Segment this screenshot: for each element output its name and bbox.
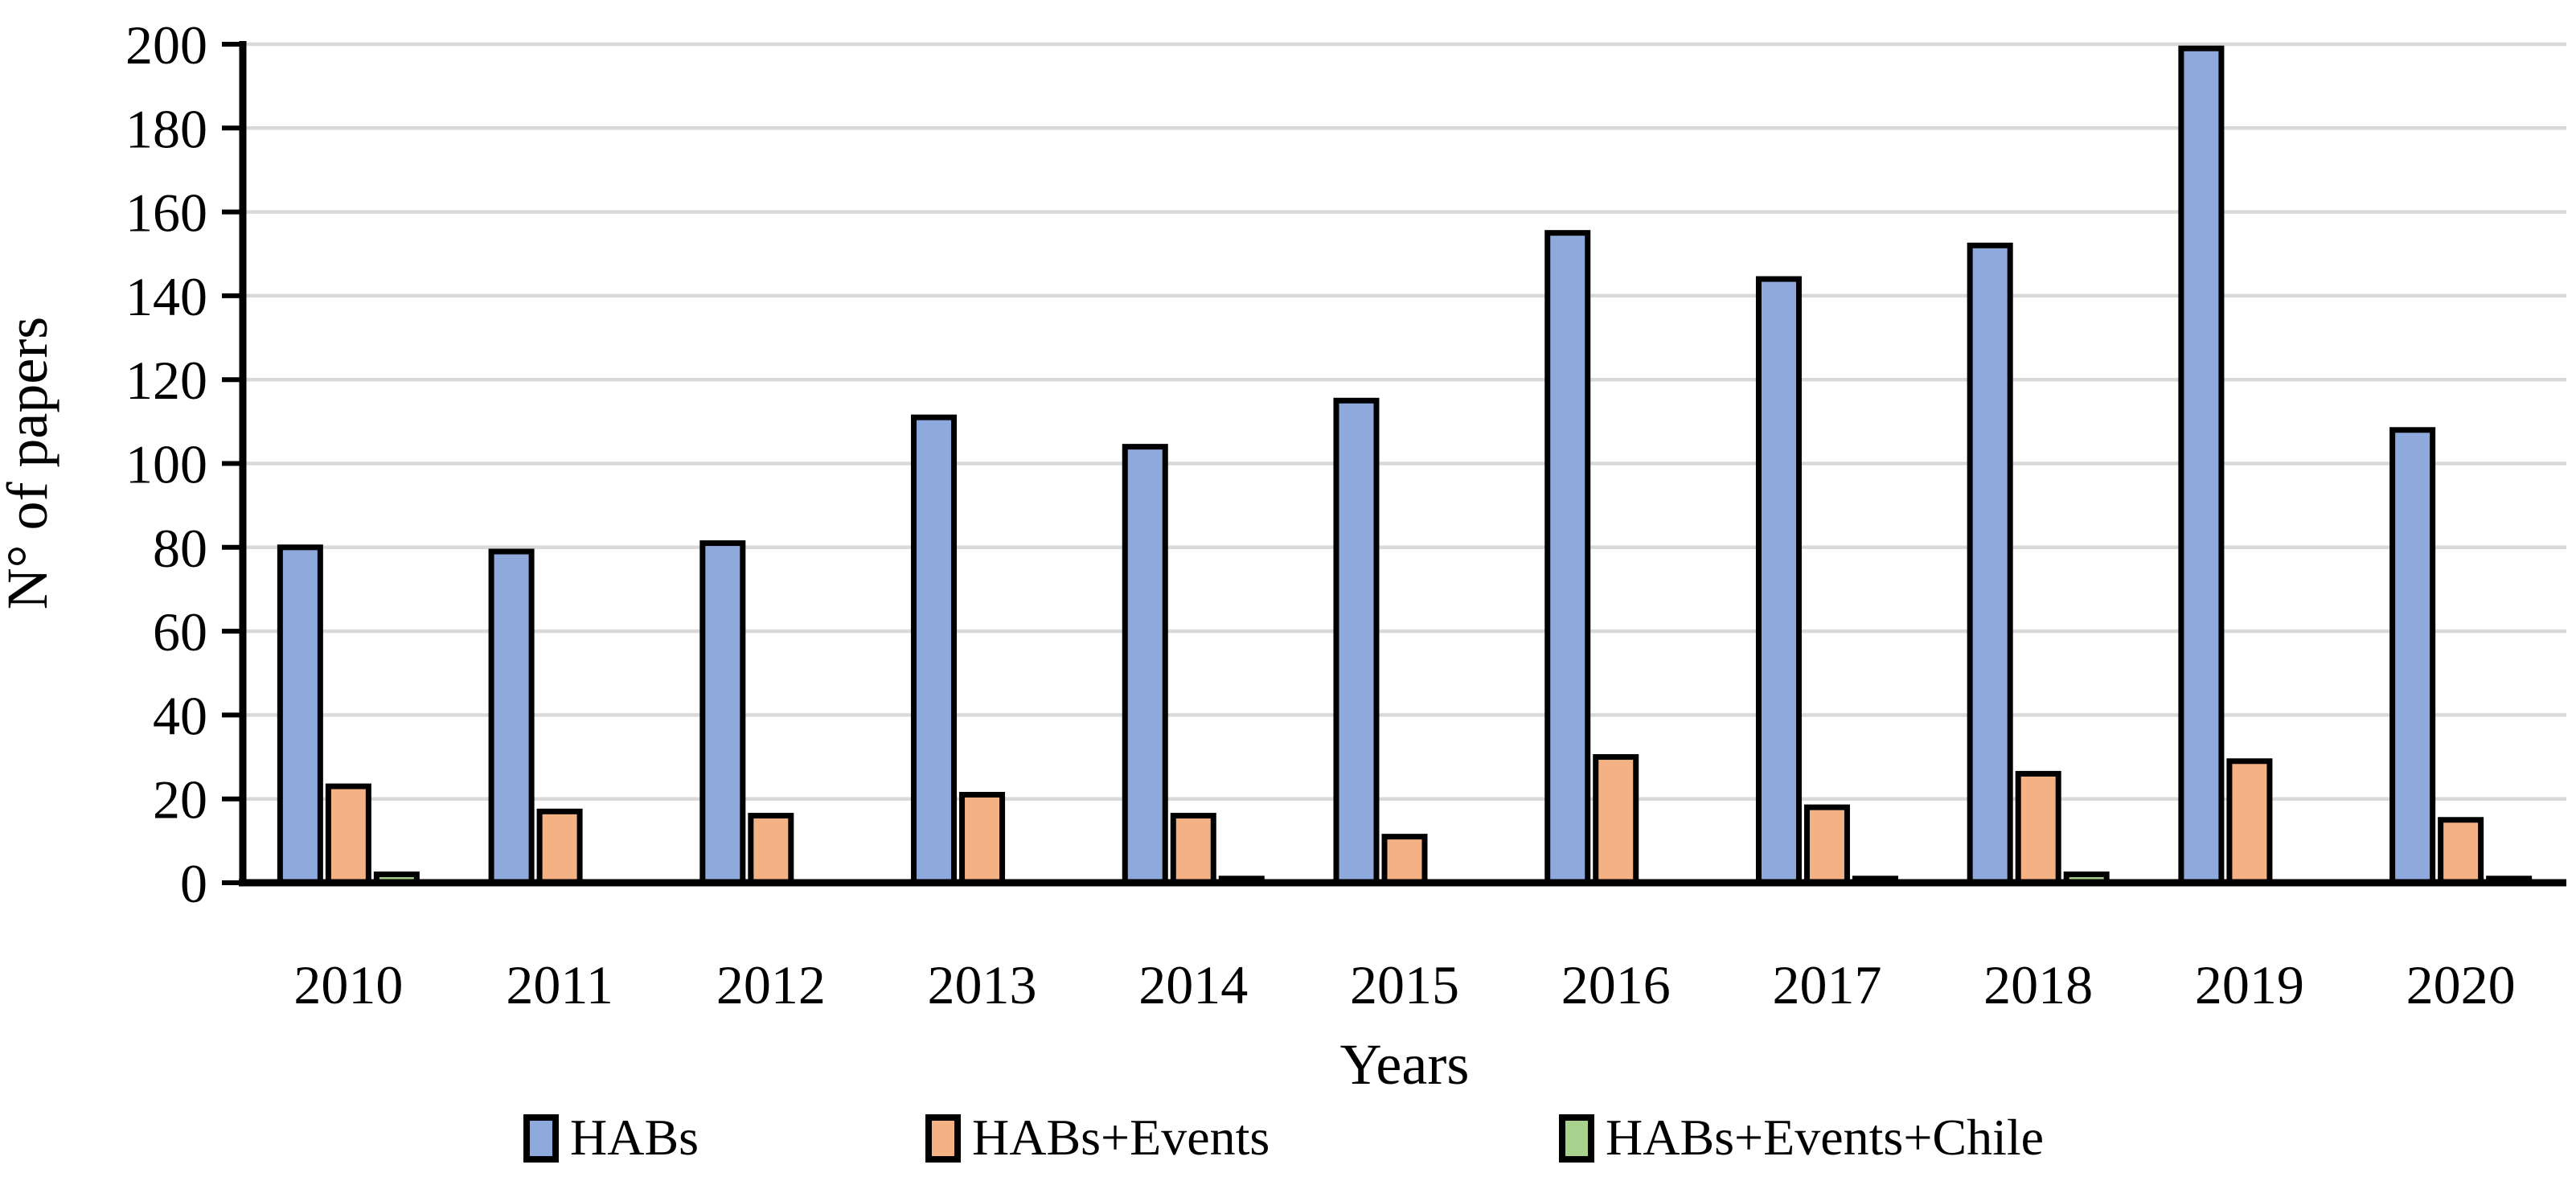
legend-label-habs: HABs xyxy=(570,1109,699,1166)
y-tick-label-180: 180 xyxy=(125,98,207,159)
bar-habs-events-2012 xyxy=(748,813,794,886)
bar-habs-events-2010 xyxy=(325,783,371,886)
bar-habs-2015 xyxy=(1333,397,1380,886)
bar-habs-events-2016 xyxy=(1593,754,1639,886)
y-tick-label-20: 20 xyxy=(153,769,207,830)
y-tick-label-60: 60 xyxy=(153,601,207,662)
bar-habs-events-2011 xyxy=(536,808,583,886)
y-tick-label-0: 0 xyxy=(180,853,207,914)
bar-habs-events-2013 xyxy=(959,791,1006,886)
bar-habs-2016 xyxy=(1544,230,1591,886)
y-tick-label-80: 80 xyxy=(153,518,207,579)
bar-habs-events-2019 xyxy=(2226,758,2273,886)
x-tick-label-2011: 2011 xyxy=(506,954,613,1015)
y-tick-label-140: 140 xyxy=(125,266,207,327)
bar-habs-2014 xyxy=(1122,444,1168,886)
bar-habs-2017 xyxy=(1755,276,1802,886)
bar-habs-2011 xyxy=(488,548,535,886)
legend-label-habs-events: HABs+Events xyxy=(972,1109,1270,1166)
bar-habs-2019 xyxy=(2178,45,2225,886)
x-tick-label-2018: 2018 xyxy=(1983,954,2093,1015)
bar-habs-events-2018 xyxy=(2015,770,2061,886)
x-tick-label-2020: 2020 xyxy=(2406,954,2516,1015)
bar-habs-2010 xyxy=(277,544,323,886)
y-tick-label-120: 120 xyxy=(125,350,207,411)
x-tick-label-2010: 2010 xyxy=(293,954,403,1015)
bar-habs-events-2014 xyxy=(1170,813,1216,886)
y-tick-label-160: 160 xyxy=(125,182,207,244)
x-tick-label-2013: 2013 xyxy=(928,954,1037,1015)
x-tick-label-2016: 2016 xyxy=(1561,954,1671,1015)
x-tick-label-2012: 2012 xyxy=(716,954,826,1015)
legend-swatch-habs xyxy=(523,1114,559,1163)
legend-swatch-habs-events-chile xyxy=(1559,1114,1594,1163)
bar-habs-2018 xyxy=(1967,242,2013,886)
y-tick-label-100: 100 xyxy=(125,434,207,495)
x-tick-label-2017: 2017 xyxy=(1772,954,1881,1015)
y-tick-label-200: 200 xyxy=(125,14,207,76)
bar-habs-2013 xyxy=(911,414,958,886)
bar-habs-2012 xyxy=(699,540,746,886)
x-axis-title: Years xyxy=(1340,1032,1470,1097)
bar-habs-2020 xyxy=(2389,427,2436,886)
bar-habs-events-2020 xyxy=(2438,817,2484,886)
bar-habs-events-2015 xyxy=(1381,834,1428,886)
x-tick-label-2019: 2019 xyxy=(2195,954,2304,1015)
bar-habs-events-2017 xyxy=(1803,804,1850,886)
legend-swatch-habs-events xyxy=(925,1114,961,1163)
y-tick-label-40: 40 xyxy=(153,685,207,746)
x-tick-label-2014: 2014 xyxy=(1138,954,1248,1015)
y-axis-title: N° of papers xyxy=(0,317,59,610)
x-tick-label-2015: 2015 xyxy=(1350,954,1459,1015)
legend-label-habs-events-chile: HABs+Events+Chile xyxy=(1606,1109,2044,1166)
